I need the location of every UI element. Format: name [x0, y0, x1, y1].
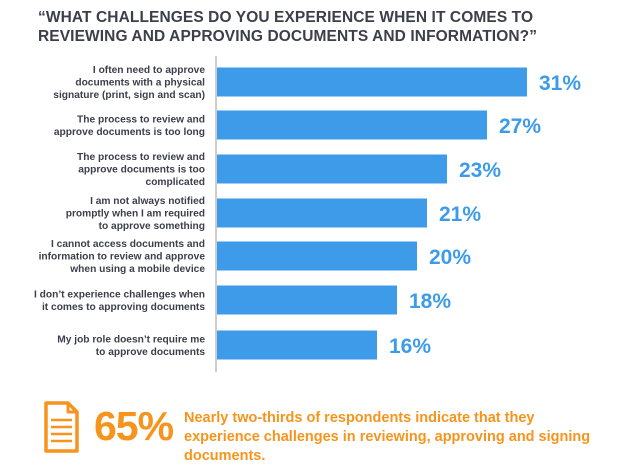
category-label: The process to review and approve documen… [54, 114, 205, 138]
bar [217, 330, 377, 360]
value-label: 18% [409, 290, 451, 313]
bar [217, 198, 427, 228]
bar [217, 154, 447, 184]
category-label: I cannot access documents and information… [39, 239, 206, 275]
value-label: 16% [389, 335, 431, 358]
category-label: I am not always notified promptly when I … [66, 196, 205, 232]
chart-title: “WHAT CHALLENGES DO YOU EXPERIENCE WHEN … [38, 9, 538, 45]
document-icon [44, 401, 79, 453]
value-label: 27% [499, 115, 541, 138]
value-label: 23% [459, 159, 501, 182]
category-label: My job role doesn’t require me to approve… [57, 334, 205, 358]
value-label: 20% [429, 246, 471, 269]
category-label: The process to review and approve documen… [77, 152, 205, 188]
bar-chart: 31% I often need to approve documents with… [34, 56, 581, 372]
bar [217, 67, 527, 97]
bar [217, 241, 417, 271]
footer-percent: 65% [94, 403, 174, 449]
category-label: I often need to approve documents with a … [53, 65, 205, 101]
footer-text: Nearly two-thirds of respondents indicat… [184, 410, 591, 464]
bar [217, 110, 487, 140]
category-label: I don’t experience challenges when it com… [34, 289, 205, 313]
value-label: 31% [539, 72, 581, 95]
value-label: 21% [439, 203, 481, 226]
bar [217, 285, 397, 315]
